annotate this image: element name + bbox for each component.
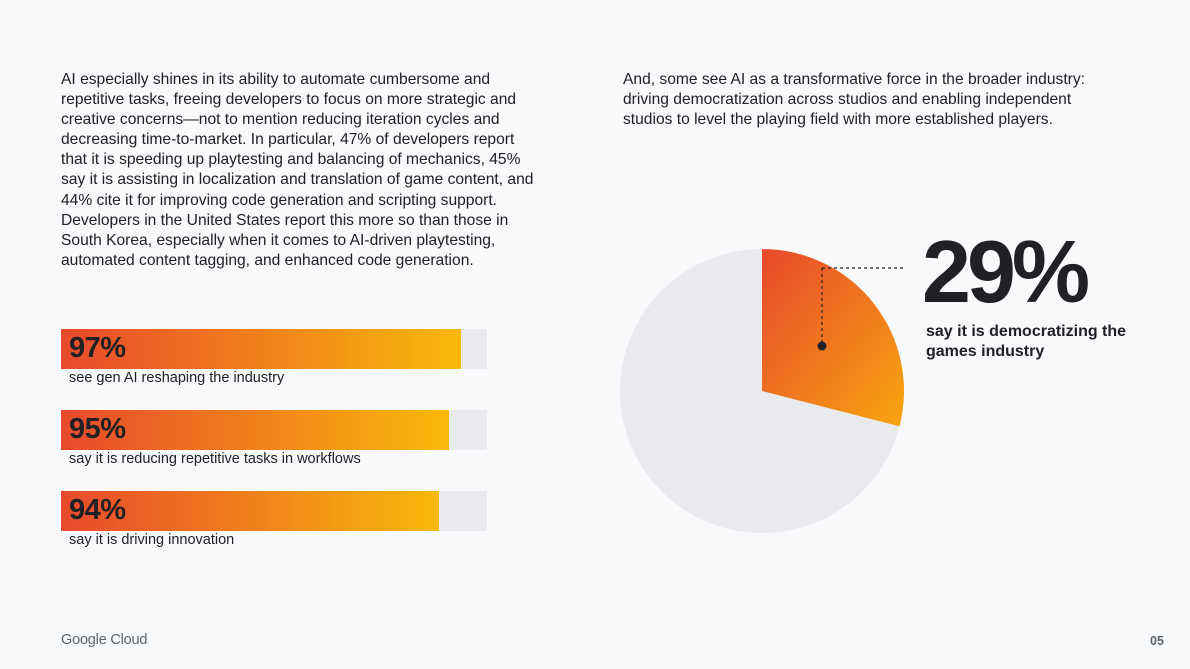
- bar-track: 94%: [61, 491, 487, 531]
- pie-caption: say it is democratizing the games indust…: [926, 323, 1127, 360]
- bar-fill-innovation: [61, 491, 439, 531]
- pie-slice-democratizing: [762, 249, 905, 427]
- bar-category-label: say it is reducing repetitive tasks in w…: [69, 451, 361, 467]
- bar-track: 95%: [61, 410, 487, 450]
- intro-paragraph: AI especially shines in its ability to a…: [61, 71, 534, 269]
- bar-category-label: see gen AI reshaping the industry: [69, 370, 285, 386]
- callout-dot: [817, 341, 827, 351]
- bar-value-label: 95%: [69, 413, 126, 445]
- pie-slice-other: [619, 249, 900, 534]
- bar-category-label: say it is driving innovation: [69, 532, 235, 548]
- bar-value-label: 97%: [69, 332, 126, 364]
- bar-fill-reshaping: [61, 329, 461, 369]
- democratization-paragraph: And, some see AI as a transformative for…: [623, 71, 1085, 129]
- bar-item-reshaping: 97% see gen AI reshaping the industry: [61, 329, 487, 386]
- pie-highlight-value: 29%: [922, 222, 1090, 321]
- bar-fill-repetitive-tasks: [61, 410, 449, 450]
- bar-value-label: 94%: [69, 494, 126, 526]
- bar-track: 97%: [61, 329, 487, 369]
- bar-item-innovation: 94% say it is driving innovation: [61, 491, 487, 548]
- bar-item-repetitive-tasks: 95% say it is reducing repetitive tasks …: [61, 410, 487, 467]
- page-number: 05: [1150, 634, 1164, 648]
- google-cloud-logo: Google Cloud: [61, 632, 148, 648]
